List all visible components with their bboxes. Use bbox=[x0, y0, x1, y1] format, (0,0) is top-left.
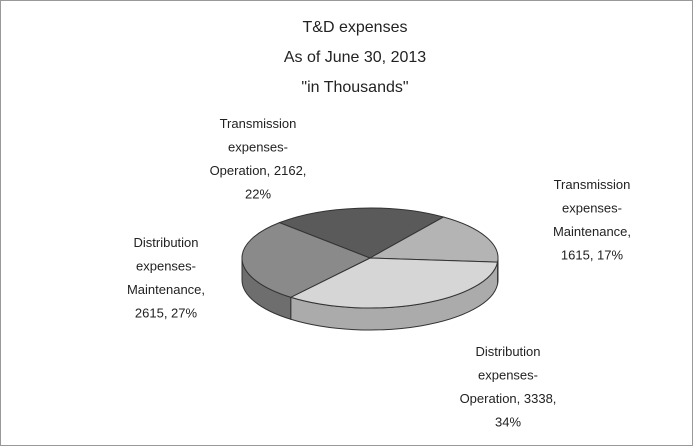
data-label: 22% bbox=[245, 187, 271, 202]
data-label: Maintenance, bbox=[127, 282, 205, 297]
data-label: expenses- bbox=[562, 201, 622, 216]
chart-subtitle: As of June 30, 2013 bbox=[284, 49, 426, 66]
data-label: 2615, 27% bbox=[135, 306, 198, 321]
data-label: Transmission bbox=[220, 116, 297, 131]
chart-subtitle: "in Thousands" bbox=[301, 79, 408, 96]
data-label: Distribution bbox=[133, 235, 198, 250]
data-label: expenses- bbox=[136, 259, 196, 274]
data-label: Transmission bbox=[554, 177, 631, 192]
pie-slice bbox=[368, 216, 499, 263]
data-label: 34% bbox=[495, 415, 521, 430]
data-label: Maintenance, bbox=[553, 224, 631, 239]
data-label: Distribution bbox=[475, 344, 540, 359]
data-label: expenses- bbox=[478, 368, 538, 383]
data-label: 1615, 17% bbox=[561, 248, 624, 263]
pie-slice bbox=[278, 207, 445, 259]
chart-title: T&D expenses bbox=[303, 19, 408, 36]
data-label: Operation, 3338, bbox=[460, 391, 557, 406]
pie-slice bbox=[289, 257, 499, 309]
data-label: Operation, 2162, bbox=[210, 163, 307, 178]
data-label: expenses- bbox=[228, 140, 288, 155]
pie-slice bbox=[241, 222, 372, 298]
